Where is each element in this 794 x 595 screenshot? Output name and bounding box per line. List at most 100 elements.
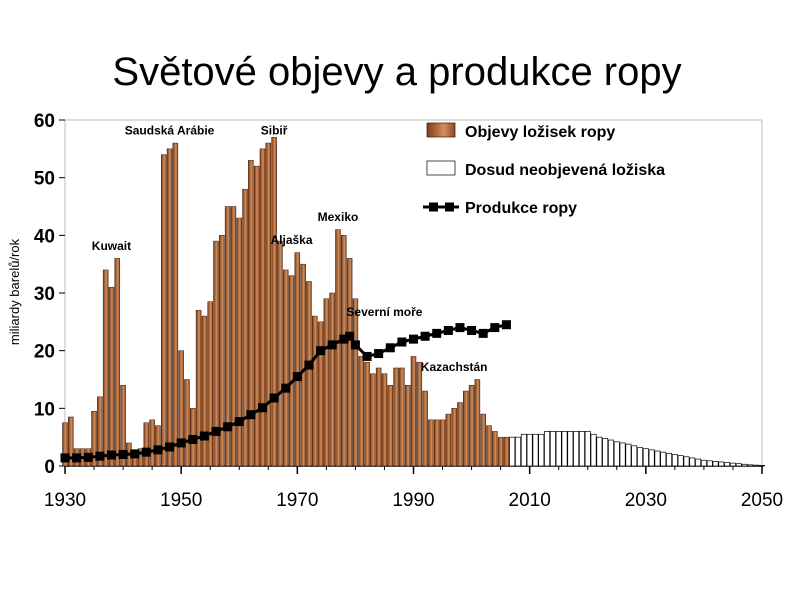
discovery-bar [445, 413, 452, 467]
y-tick-label: 0 [44, 457, 55, 478]
production-point [409, 334, 418, 344]
y-axis-label: miliardy barelů/rok [7, 238, 22, 345]
undiscovered-bar [515, 436, 522, 467]
annotation-label: Severní moře [346, 305, 422, 319]
undiscovered-bar [724, 462, 731, 467]
annotation-label: Aljaška [271, 233, 313, 247]
undiscovered-bar [706, 460, 713, 467]
discovery-bar [178, 350, 184, 467]
discovery-bar [143, 422, 150, 467]
discovery-bar [114, 258, 121, 467]
discovery-bar [468, 385, 475, 467]
production-point [269, 393, 279, 403]
discovery-bar [230, 206, 237, 467]
discovery-bar [370, 373, 376, 467]
discovery-bar [253, 165, 260, 467]
annotation-label: Sibiř [261, 123, 288, 137]
undiscovered-bar [642, 448, 649, 467]
undiscovered-bar [561, 431, 568, 467]
discovery-bar [277, 240, 283, 467]
y-tick-label: 50 [34, 169, 55, 190]
production-point [327, 340, 337, 350]
discovery-bar [503, 436, 510, 467]
undiscovered-bar [712, 461, 719, 467]
undiscovered-bar [753, 464, 760, 467]
legend-swatch-undiscovered [426, 160, 456, 176]
production-point [490, 323, 500, 333]
undiscovered-bar [538, 433, 545, 467]
undiscovered-bar [567, 431, 574, 467]
x-tick-label: 1950 [160, 490, 202, 511]
production-point [118, 449, 128, 459]
production-point [257, 403, 267, 413]
production-point [188, 434, 198, 444]
production-point [501, 320, 511, 330]
discovery-bar [288, 275, 295, 467]
undiscovered-bar [544, 431, 551, 467]
discovery-bar [393, 367, 399, 467]
discovery-bar [224, 206, 231, 467]
undiscovered-bar [602, 437, 609, 467]
discovery-bar [451, 408, 457, 467]
undiscovered-bar [509, 436, 516, 467]
x-tick-label: 2030 [625, 490, 667, 511]
undiscovered-bar [590, 433, 597, 467]
production-point [316, 346, 326, 356]
y-tick-label: 10 [34, 399, 55, 420]
undiscovered-bar [578, 431, 585, 467]
discovery-bar [259, 148, 266, 467]
legend-label: Dosud neobjevená ložiska [465, 162, 665, 179]
discovery-bar [120, 385, 126, 467]
production-point [432, 328, 442, 338]
production-point [60, 453, 70, 463]
production-point [106, 450, 116, 460]
discovery-bar [457, 402, 463, 467]
production-point [467, 325, 477, 335]
x-tick-label: 2050 [741, 490, 783, 511]
production-point [385, 343, 395, 353]
discovery-bar [219, 235, 225, 467]
legend-swatch-production-point [445, 202, 454, 212]
discovery-bar [364, 361, 370, 467]
undiscovered-bar [520, 433, 527, 467]
y-tick-label: 40 [34, 226, 55, 247]
discovery-bar [201, 315, 208, 467]
discovery-bar [346, 258, 353, 467]
discovery-bar [341, 235, 347, 467]
discovery-bar [329, 292, 335, 467]
discovery-bar [294, 252, 301, 467]
production-point [199, 431, 209, 441]
discovery-bar [463, 390, 469, 467]
annotation-label: Kuwait [92, 239, 131, 253]
discovery-bar [236, 217, 243, 467]
x-tick-label: 1930 [44, 490, 86, 511]
discovery-bar [433, 419, 440, 467]
discovery-bar [271, 137, 277, 467]
discovery-bar [108, 286, 115, 467]
undiscovered-bar [648, 449, 655, 467]
discovery-bar [184, 379, 190, 467]
production-line [65, 323, 507, 460]
undiscovered-bar [695, 458, 702, 467]
undiscovered-bar [660, 451, 667, 467]
production-point [223, 422, 233, 432]
discovery-bar [492, 431, 498, 467]
production-point [350, 340, 360, 350]
production-point [443, 325, 453, 335]
undiscovered-bar [596, 436, 603, 467]
undiscovered-bar [549, 431, 556, 467]
annotation-label: Mexiko [318, 210, 359, 224]
production-point [455, 323, 465, 333]
legend-label: Objevy ložisek ropy [465, 124, 615, 141]
discovery-bar [213, 240, 219, 467]
discovery-bar [265, 142, 272, 467]
discovery-bar [102, 269, 109, 467]
undiscovered-bar [683, 456, 690, 467]
undiscovered-bar [584, 431, 591, 467]
undiscovered-bar [730, 462, 736, 467]
production-point [83, 452, 93, 462]
discovery-bar [312, 315, 318, 467]
production-point [153, 445, 163, 455]
undiscovered-bar [625, 443, 632, 467]
discovery-bar [410, 356, 417, 467]
